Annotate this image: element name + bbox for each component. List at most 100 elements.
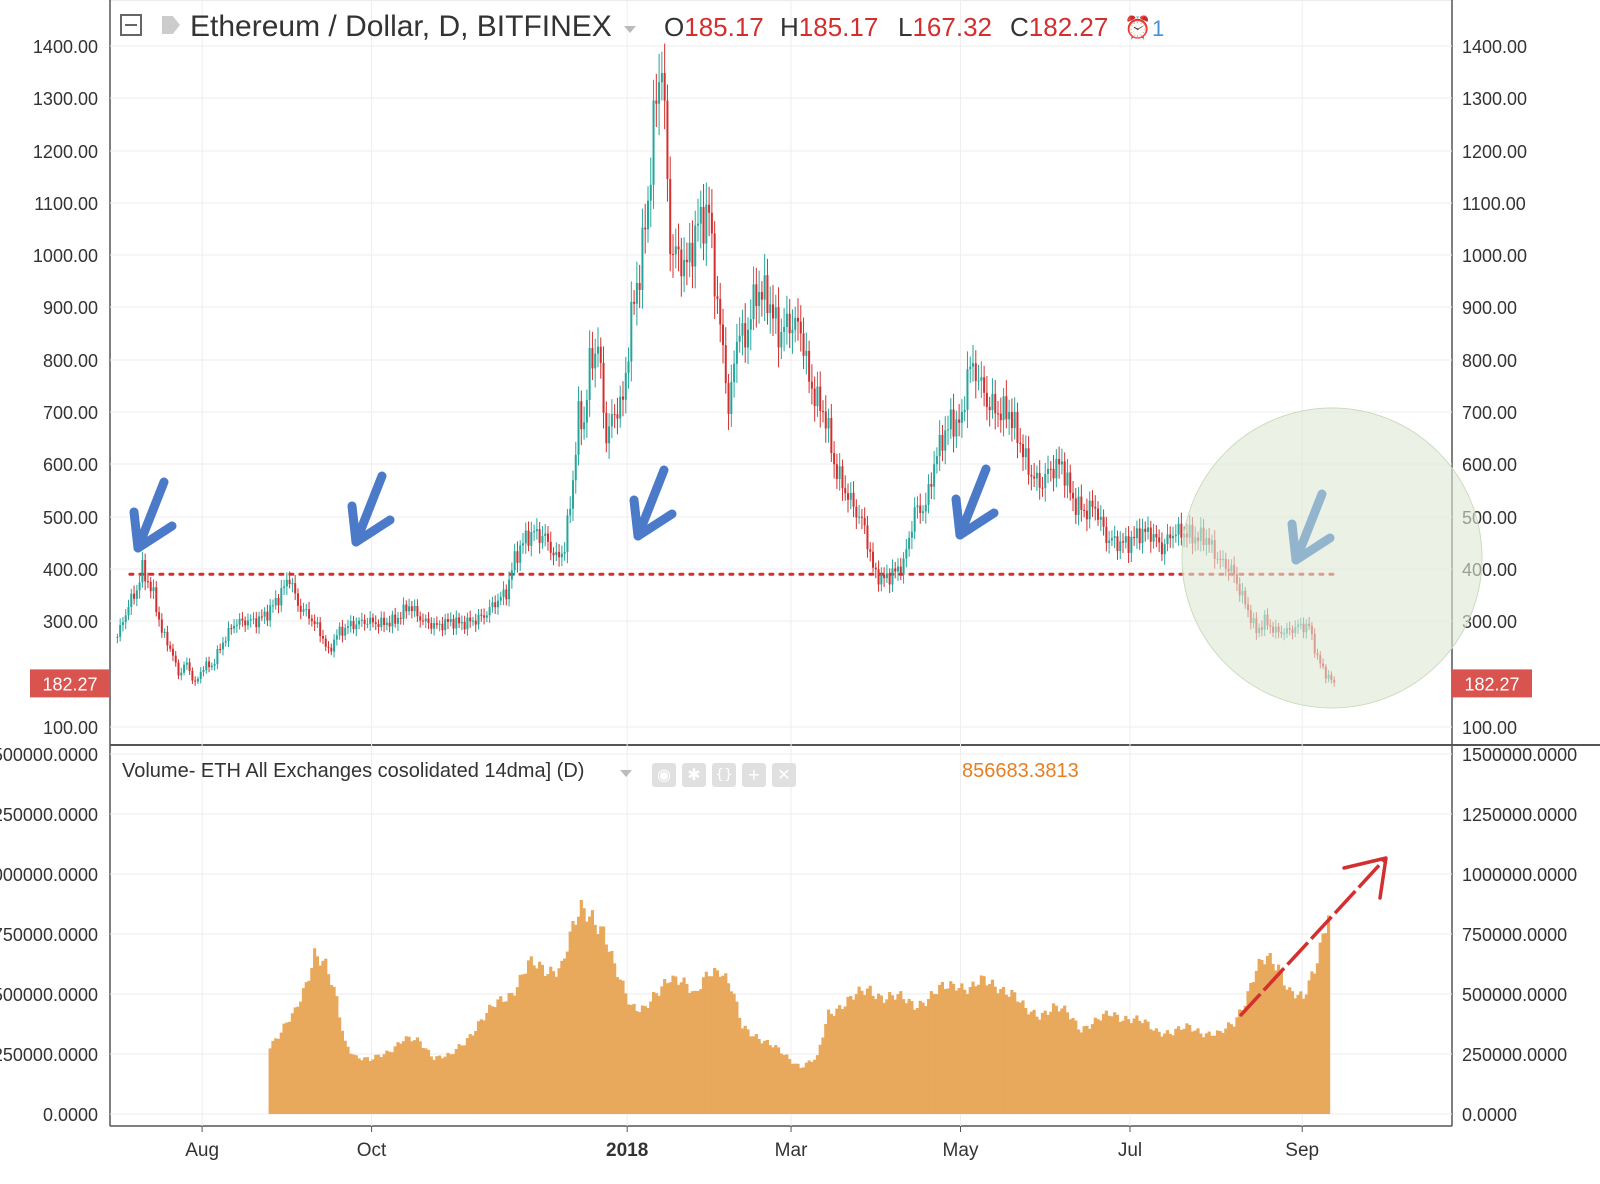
source-code-icon[interactable]: {} — [712, 763, 736, 787]
candle-body — [983, 377, 986, 393]
candle-body — [777, 307, 780, 348]
candle-body — [1016, 412, 1019, 443]
candle-body — [1097, 508, 1100, 520]
blue-arrow — [129, 477, 177, 553]
indicator-chevron-down-icon[interactable] — [620, 770, 632, 777]
symbol-title[interactable]: Ethereum / Dollar, D, BITFINEX — [190, 10, 612, 43]
volume-bar — [629, 1004, 633, 1114]
volume-bar — [593, 924, 597, 1114]
candle-body — [1149, 527, 1152, 542]
volume-bar — [1090, 1024, 1095, 1114]
volume-bar — [721, 975, 725, 1114]
candle-body — [663, 73, 666, 101]
volume-bar — [540, 964, 545, 1114]
alert-count[interactable]: 1 — [1152, 16, 1165, 41]
volume-bar — [532, 965, 536, 1114]
candle-body — [416, 605, 419, 617]
candle-body — [1122, 541, 1125, 543]
volume-bar — [1296, 994, 1300, 1114]
volume-bar — [932, 993, 936, 1114]
volume-bar — [1252, 982, 1256, 1114]
volume-bar — [690, 991, 695, 1114]
volume-bar — [926, 999, 931, 1114]
volume-bar — [615, 977, 620, 1114]
volume-bar — [976, 984, 981, 1114]
y-tick-label-left: 800.00 — [43, 351, 98, 371]
candle-body — [1133, 536, 1136, 539]
volume-bar — [851, 999, 856, 1114]
alarm-clock-icon[interactable]: ⏰ — [1124, 16, 1152, 41]
volume-bar — [1257, 958, 1261, 1114]
candle-body — [535, 529, 538, 532]
gear-icon[interactable]: ✱ — [682, 763, 706, 787]
volume-tick-label-right: 750000.0000 — [1462, 925, 1567, 945]
volume-bar — [774, 1045, 778, 1114]
volume-bar — [1185, 1023, 1189, 1114]
volume-bar — [821, 1037, 825, 1114]
candle-body — [602, 362, 605, 413]
candle-body — [733, 363, 736, 382]
candle-body — [171, 648, 174, 656]
indicator-title[interactable]: Volume- ETH All Exchanges cosolidated 14… — [122, 760, 585, 782]
candle-body — [183, 664, 186, 673]
x-tick-label: 2018 — [606, 1140, 648, 1161]
volume-bar — [915, 1007, 920, 1114]
volume-bar — [282, 1023, 286, 1114]
candle-body — [580, 401, 583, 430]
candle-body — [527, 530, 530, 546]
candle-body — [560, 553, 563, 558]
candle-body — [177, 662, 180, 676]
candle-body — [1141, 528, 1144, 544]
candle-body — [891, 568, 894, 585]
volume-bar — [1074, 1020, 1078, 1114]
volume-bar — [1026, 1014, 1031, 1114]
volume-bar — [460, 1045, 464, 1114]
volume-bar — [1076, 1029, 1081, 1114]
volume-bar — [699, 989, 703, 1114]
candle-body — [555, 551, 558, 556]
volume-bar — [407, 1036, 411, 1114]
volume-tick-label-right: 1000000.0000 — [1462, 865, 1577, 885]
volume-bar — [768, 1045, 772, 1114]
close-icon[interactable]: ✕ — [772, 763, 796, 787]
volume-bar — [560, 960, 564, 1114]
y-tick-label-left: 300.00 — [43, 612, 98, 632]
volume-bar — [857, 986, 861, 1114]
volume-bar — [676, 984, 681, 1114]
volume-bar — [1068, 1019, 1072, 1114]
candle-body — [730, 381, 733, 414]
volume-bar — [724, 973, 728, 1114]
collapse-icon[interactable] — [120, 14, 142, 36]
volume-bar — [1160, 1036, 1164, 1114]
candle-body — [1024, 448, 1027, 458]
candle-body — [474, 620, 477, 625]
volume-bar — [854, 993, 858, 1114]
candle-body — [149, 581, 152, 592]
volume-bar — [1174, 1028, 1178, 1114]
volume-bar — [1179, 1029, 1183, 1114]
candle-body — [308, 609, 311, 619]
candle-body — [133, 593, 136, 599]
candle-body — [783, 326, 786, 332]
volume-bar — [971, 981, 975, 1114]
volume-bar — [1201, 1037, 1206, 1114]
volume-bar — [1029, 1011, 1033, 1114]
volume-bar — [713, 967, 717, 1114]
plus-icon[interactable]: + — [742, 763, 766, 787]
volume-bar — [1021, 1000, 1025, 1114]
volume-bar — [1082, 1026, 1086, 1114]
chevron-down-icon[interactable] — [624, 26, 636, 33]
volume-bar — [804, 1062, 808, 1114]
volume-bar — [354, 1055, 358, 1114]
candle-body — [1033, 476, 1036, 479]
candle-body — [780, 331, 783, 348]
volume-bar — [435, 1056, 439, 1114]
volume-bar — [440, 1058, 445, 1114]
volume-bar — [296, 1006, 300, 1114]
eye-icon[interactable]: ◉ — [652, 763, 676, 787]
candle-body — [699, 206, 702, 224]
candle-body — [1088, 500, 1091, 520]
candle-body — [649, 184, 652, 201]
volume-bar — [1085, 1025, 1089, 1114]
volume-bar — [463, 1045, 467, 1114]
